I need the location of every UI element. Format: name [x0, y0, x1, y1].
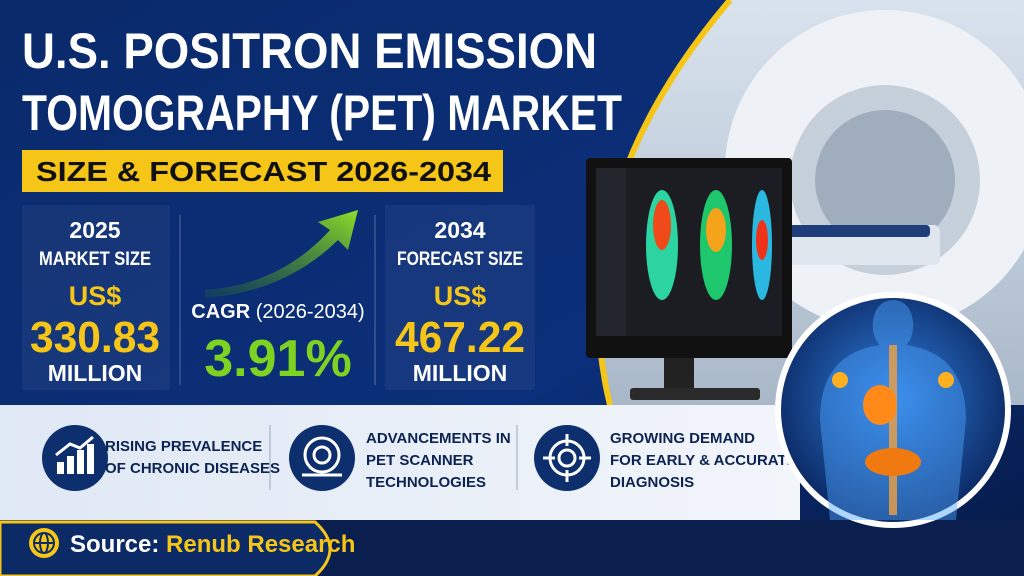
driver-text: PET SCANNER	[366, 452, 474, 469]
cagr-label: CAGR (2026-2034)	[191, 301, 364, 323]
driver-icon	[42, 425, 108, 491]
anatomy-hotspot	[832, 372, 848, 388]
subtitle-banner	[22, 150, 503, 192]
stat-panel	[385, 205, 535, 390]
driver-text: RISING PREVALENCE	[105, 438, 262, 455]
anatomy-spine	[889, 345, 897, 515]
chart-icon	[55, 435, 94, 474]
source-text: Source: Renub Research	[70, 531, 355, 558]
growth-arrow	[205, 210, 358, 298]
monitor-base	[630, 388, 760, 400]
subtitle: SIZE & FORECAST 2026-2034	[36, 156, 491, 187]
cagr-value: 3.91%	[204, 330, 351, 388]
driver-text: DIAGNOSIS	[610, 474, 694, 491]
monitor-screen	[596, 168, 782, 336]
stat-value: 467.22	[395, 313, 525, 362]
driver-icon	[289, 425, 355, 491]
cagr-period: (2026-2034)	[256, 301, 365, 323]
title-line: TOMOGRAPHY (PET) MARKET	[22, 85, 622, 141]
driver-text: ADVANCEMENTS IN	[366, 430, 511, 447]
scanner-bore-inner	[815, 110, 955, 250]
globe-lines	[33, 532, 55, 554]
scan-hotspot	[653, 200, 671, 250]
target-icon	[543, 434, 591, 482]
driver-icon	[534, 425, 600, 491]
stat-label: FORECAST SIZE	[397, 249, 523, 270]
anatomy-organ	[863, 385, 897, 425]
driver-text: OF CHRONIC DISEASES	[105, 460, 280, 477]
driver-text: GROWING DEMAND	[610, 430, 755, 447]
driver-text: TECHNOLOGIES	[366, 474, 486, 491]
cagr-title: CAGR	[191, 301, 250, 323]
scanner-icon	[302, 436, 342, 477]
scan-hotspot	[756, 220, 768, 260]
title-line: U.S. POSITRON EMISSION	[22, 23, 597, 79]
stat-value: 330.83	[30, 313, 160, 362]
source-label: Source:	[70, 531, 159, 558]
anatomy-organ	[865, 448, 921, 476]
stat-currency: US$	[69, 281, 122, 311]
stat-currency: US$	[434, 281, 487, 311]
monitor-stand	[664, 358, 694, 388]
stat-unit: MILLION	[413, 360, 508, 386]
anatomy-hotspot	[938, 372, 954, 388]
driver-text: FOR EARLY & ACCURATE	[610, 452, 797, 469]
screen-sidebar	[596, 168, 626, 336]
source-name: Renub Research	[166, 531, 355, 558]
stat-panel	[22, 205, 170, 390]
scan-hotspot	[706, 208, 726, 252]
stat-label: MARKET SIZE	[39, 249, 151, 270]
drivers-band	[0, 405, 800, 520]
stat-year: 2034	[434, 217, 485, 243]
stat-unit: MILLION	[48, 360, 143, 386]
bed-pad	[780, 225, 930, 237]
stat-year: 2025	[69, 217, 120, 243]
